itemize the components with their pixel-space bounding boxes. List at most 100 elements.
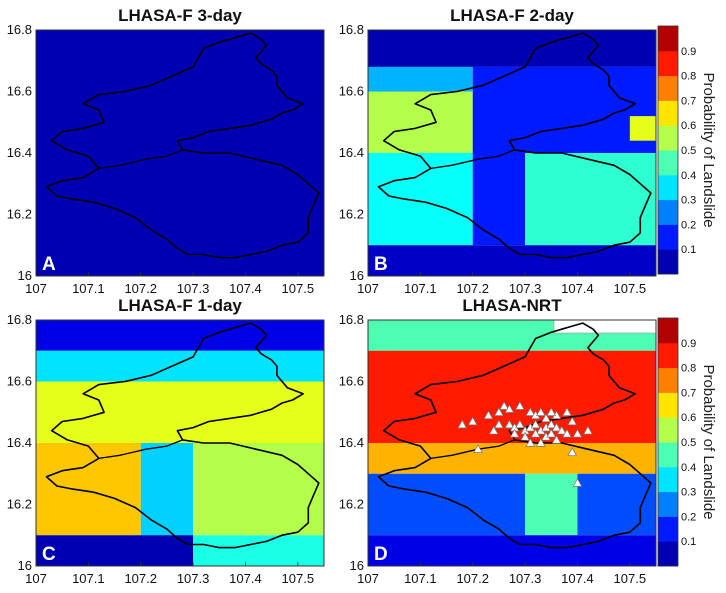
panel-c-y-tick-label: 16 — [18, 558, 32, 573]
panel-b-x-tick-label: 107.2 — [456, 281, 489, 296]
panel-c-cell-5 — [193, 443, 324, 536]
panel-c-heatmap — [36, 320, 324, 566]
landslide-marker-35 — [536, 438, 546, 447]
panel-a-x-tick-label: 107.3 — [177, 281, 210, 296]
colorbar-bottom-ticks: 0.1 0.2 0.3 0.4 0.5 0.6 0.7 0.8 0.9 — [681, 338, 696, 548]
colorbar-band-8 — [658, 50, 678, 77]
colorbar-top: 0.1 0.2 0.3 0.4 0.5 0.6 0.7 0.8 0.9 Probability … — [657, 25, 717, 275]
panel-a-cell-0 — [36, 30, 324, 276]
colorbar-tick-label: 0.1 — [681, 244, 696, 256]
landslide-marker-18 — [546, 419, 557, 429]
colorbar-tick-label: 0.1 — [681, 536, 696, 548]
panel-c-y-ticks: 16 16.2 16.4 16.6 16.8 — [7, 312, 32, 573]
panel-b-x-tick-label: 107 — [357, 281, 379, 296]
panel-c-x-tick-label: 107.1 — [72, 571, 105, 586]
landslide-marker-20 — [556, 425, 567, 435]
landslide-marker-7 — [536, 407, 546, 416]
landslide-marker-39 — [572, 478, 583, 487]
panel-d-y-tick-label: 16.6 — [339, 374, 364, 389]
colorbar-tick-label: 0.8 — [681, 363, 696, 375]
panel-a-y-tick-label: 16 — [18, 268, 32, 283]
colorbar-band-9 — [658, 26, 678, 52]
panel-b-cell-4 — [472, 66, 656, 153]
panel-c-x-tick-label: 107.4 — [229, 571, 262, 586]
landslide-marker-36 — [551, 435, 562, 444]
panel-d-y-tick-label: 16.8 — [339, 312, 364, 327]
colorbar-band-4 — [658, 442, 678, 468]
colorbar-band-5 — [658, 125, 678, 151]
panel-b-x-tick-label: 107.3 — [509, 281, 542, 296]
panel-c-y-tick-label: 16.2 — [7, 497, 32, 512]
panel-c-cell-1 — [36, 350, 324, 382]
panel-b-province-outline — [377, 32, 652, 259]
landslide-marker-28 — [583, 425, 593, 435]
landslide-marker-21 — [520, 431, 530, 441]
landslide-marker-26 — [562, 428, 572, 438]
panel-b-cell-6 — [525, 153, 656, 246]
colorbar-tick-label: 0.9 — [681, 46, 696, 58]
panel-d-y-tick-label: 16.4 — [339, 435, 364, 450]
panel-a-y-tick-label: 16.8 — [7, 22, 32, 37]
colorbar-top-ticks: 0.1 0.2 0.3 0.4 0.5 0.6 0.7 0.8 0.9 — [681, 46, 696, 256]
colorbar-band-7 — [658, 75, 678, 101]
colorbar-tick-label: 0.6 — [681, 412, 696, 424]
panel-d-x-tick-label: 107.3 — [509, 571, 542, 586]
colorbar-top-label: Probability of Landslide — [700, 72, 717, 227]
panel-c-frame — [35, 319, 325, 567]
landslide-marker-33 — [567, 416, 578, 426]
landslide-marker-19 — [551, 422, 562, 432]
panel-c-x-tick-label: 107.3 — [177, 571, 210, 586]
colorbar-tick-label: 0.2 — [681, 511, 696, 523]
panel-c-inner-outline — [98, 439, 183, 460]
colorbar-band-2 — [658, 199, 678, 225]
landslide-marker-4 — [515, 401, 525, 410]
panel-c-cell-6 — [36, 535, 194, 566]
landslide-marker-22 — [530, 428, 541, 438]
landslide-marker-12 — [515, 419, 525, 429]
panel-c-cell-2 — [36, 381, 324, 443]
panel-b-y-tick-label: 16.6 — [339, 84, 364, 99]
panel-d-landslide-markers — [457, 401, 593, 487]
panel-b-x-tick-label: 107.1 — [404, 281, 437, 296]
panel-a-x-tick-label: 107.2 — [124, 281, 157, 296]
colorbar-tick-label: 0.7 — [681, 95, 696, 107]
panel-d-x-tick-label: 107.1 — [404, 571, 437, 586]
panel-b-cell-0 — [368, 30, 656, 67]
panel-b-title: LHASA-F 2-day — [450, 6, 574, 25]
panel-a-x-tick-label: 107.4 — [229, 281, 262, 296]
panel-c-x-tick-label: 107 — [25, 571, 47, 586]
landslide-marker-41 — [546, 407, 557, 416]
panel-a-x-tick-label: 107.1 — [72, 281, 105, 296]
panel-d-x-tick-label: 107 — [357, 571, 379, 586]
colorbar-band-0 — [658, 541, 678, 567]
panel-d-x-tick-label: 107.2 — [456, 571, 489, 586]
panel-d-x-ticks: 107 107.1 107.2 107.3 107.4 107.5 — [357, 562, 646, 586]
landslide-marker-30 — [467, 416, 478, 426]
colorbar-band-0 — [658, 249, 678, 275]
landslide-marker-8 — [541, 413, 551, 423]
panel-a-letter: A — [42, 254, 56, 275]
panel-b-frame — [367, 29, 657, 277]
panel-c-title: LHASA-F 1-day — [118, 296, 242, 315]
panel-b-cell-1 — [368, 66, 473, 92]
panel-c-cell-0 — [36, 320, 324, 351]
panel-c-province-outline — [45, 322, 320, 549]
panel-b-y-tick-label: 16.8 — [339, 22, 364, 37]
panel-c-cell-4 — [140, 443, 194, 536]
panel-d-cell-2 — [368, 443, 656, 474]
panel-d-letter: D — [374, 544, 388, 565]
colorbar-tick-label: 0.4 — [681, 170, 696, 182]
landslide-marker-29 — [457, 419, 468, 429]
panel-a-heatmap — [36, 30, 324, 276]
colorbar-band-1 — [658, 224, 678, 250]
panel-b-boundary — [377, 32, 652, 259]
panel-a-inner-outline — [98, 149, 183, 170]
panel-a-x-ticks: 107 107.1 107.2 107.3 107.4 107.5 — [25, 272, 314, 296]
colorbar-band-7 — [658, 367, 678, 393]
colorbar-tick-label: 0.4 — [681, 462, 696, 474]
colorbar-band-6 — [658, 100, 678, 126]
colorbar-band-5 — [658, 417, 678, 443]
